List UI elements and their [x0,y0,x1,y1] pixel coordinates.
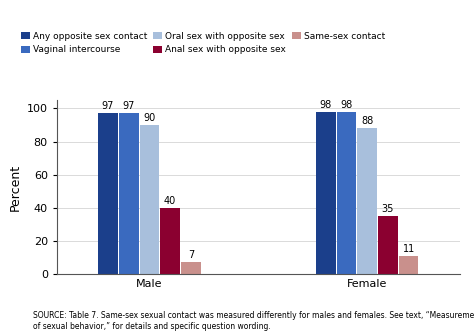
Bar [337,112,356,274]
Text: 35: 35 [382,204,394,214]
Bar [160,208,180,274]
Text: 98: 98 [340,100,353,110]
Bar [181,262,201,274]
Text: 7: 7 [188,250,194,260]
Bar [378,216,398,274]
Bar [399,256,419,274]
Text: 98: 98 [320,100,332,110]
Bar [316,112,336,274]
Y-axis label: Percent: Percent [9,163,21,211]
Text: 40: 40 [164,196,176,206]
Bar [119,114,138,274]
Text: 11: 11 [402,244,415,254]
Text: 90: 90 [143,113,155,123]
Text: SOURCE: Table 7. Same-sex sexual contact was measured differently for males and : SOURCE: Table 7. Same-sex sexual contact… [33,311,474,331]
Bar [140,125,159,274]
Text: 97: 97 [123,102,135,112]
Bar [357,128,377,274]
Legend: Any opposite sex contact, Vaginal intercourse, Oral sex with opposite sex, Anal : Any opposite sex contact, Vaginal interc… [21,32,385,54]
Text: 97: 97 [102,102,114,112]
Bar [98,114,118,274]
Text: 88: 88 [361,116,374,126]
